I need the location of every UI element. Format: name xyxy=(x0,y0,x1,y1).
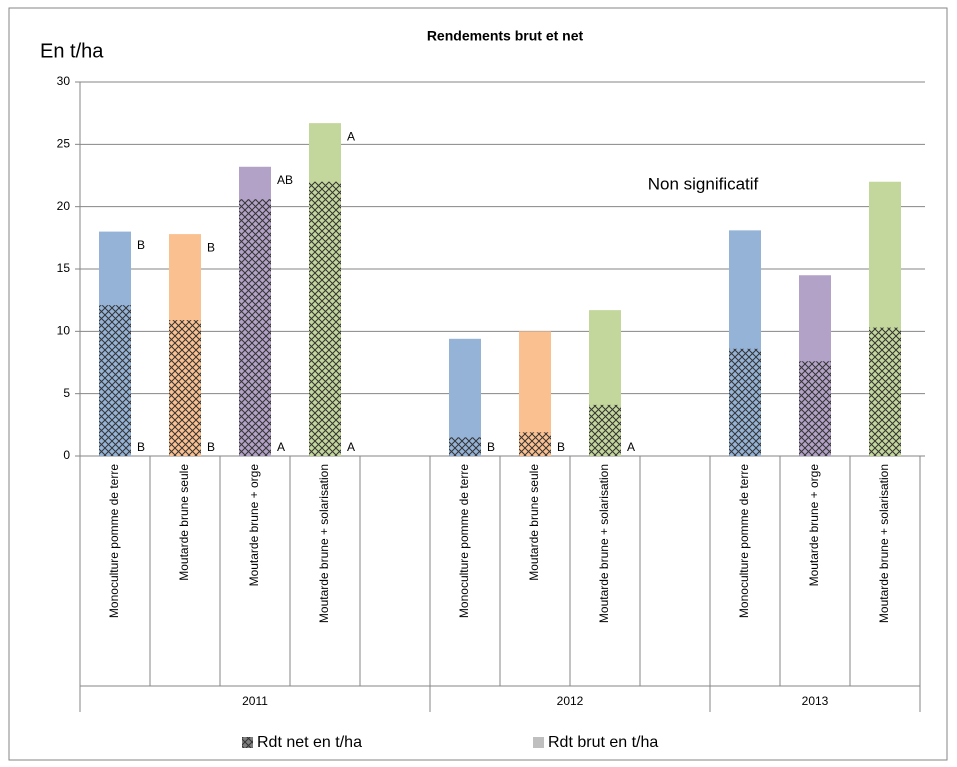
bar-net xyxy=(309,181,341,456)
y-tick-label: 20 xyxy=(57,199,71,213)
x-tick-label: Monoculture pomme de terre xyxy=(107,464,121,618)
significance-letter: B xyxy=(137,238,145,252)
group-label: 2012 xyxy=(557,694,584,708)
bar-net xyxy=(589,404,621,456)
x-tick-label: Moutarde brune + solarisation xyxy=(317,464,331,623)
x-tick-label: Moutarde brune seule xyxy=(177,464,191,581)
chart-title: Rendements brut et net xyxy=(427,28,584,44)
x-tick-label: Moutarde brune + orge xyxy=(247,464,261,587)
annotation: Non significatif xyxy=(648,174,759,193)
significance-letter: AB xyxy=(277,173,293,187)
bar-brut xyxy=(449,338,481,456)
x-tick-label: Monoculture pomme de terre xyxy=(457,464,471,618)
significance-letter: B xyxy=(487,440,495,454)
bar-net xyxy=(519,432,551,456)
bar-net xyxy=(449,437,481,456)
significance-letter: B xyxy=(207,240,215,254)
y-tick-label: 0 xyxy=(63,448,70,462)
annotation-bg xyxy=(625,172,781,196)
y-axis-label: En t/ha xyxy=(40,40,104,62)
significance-letter: A xyxy=(347,440,355,454)
significance-letter: B xyxy=(207,440,215,454)
bar-net xyxy=(729,348,761,456)
bar-net xyxy=(799,361,831,456)
x-tick-label: Moutarde brune + orge xyxy=(807,464,821,587)
x-tick-label: Moutarde brune + solarisation xyxy=(597,464,611,623)
group-label: 2013 xyxy=(802,694,829,708)
y-tick-label: 25 xyxy=(57,137,71,151)
y-tick-label: 30 xyxy=(57,74,71,88)
bar-net xyxy=(99,305,131,456)
bar-net xyxy=(169,320,201,456)
group-label: 2011 xyxy=(242,694,268,708)
legend-swatch xyxy=(242,737,253,748)
significance-letter: B xyxy=(137,440,145,454)
y-tick-label: 5 xyxy=(63,386,70,400)
y-tick-label: 10 xyxy=(57,324,71,338)
significance-letter: A xyxy=(347,129,355,143)
bar-net xyxy=(239,199,271,457)
x-tick-label: Moutarde brune + solarisation xyxy=(877,464,891,623)
legend-label: Rdt net en t/ha xyxy=(257,734,362,751)
legend-label: Rdt brut en t/ha xyxy=(548,734,658,751)
x-tick-label: Moutarde brune seule xyxy=(527,464,541,581)
significance-letter: A xyxy=(277,440,285,454)
legend-swatch xyxy=(533,737,544,748)
bar-net xyxy=(869,327,901,456)
x-tick-label: Monoculture pomme de terre xyxy=(737,464,751,618)
significance-letter: A xyxy=(627,440,635,454)
y-tick-label: 15 xyxy=(57,261,71,275)
significance-letter: B xyxy=(557,440,565,454)
